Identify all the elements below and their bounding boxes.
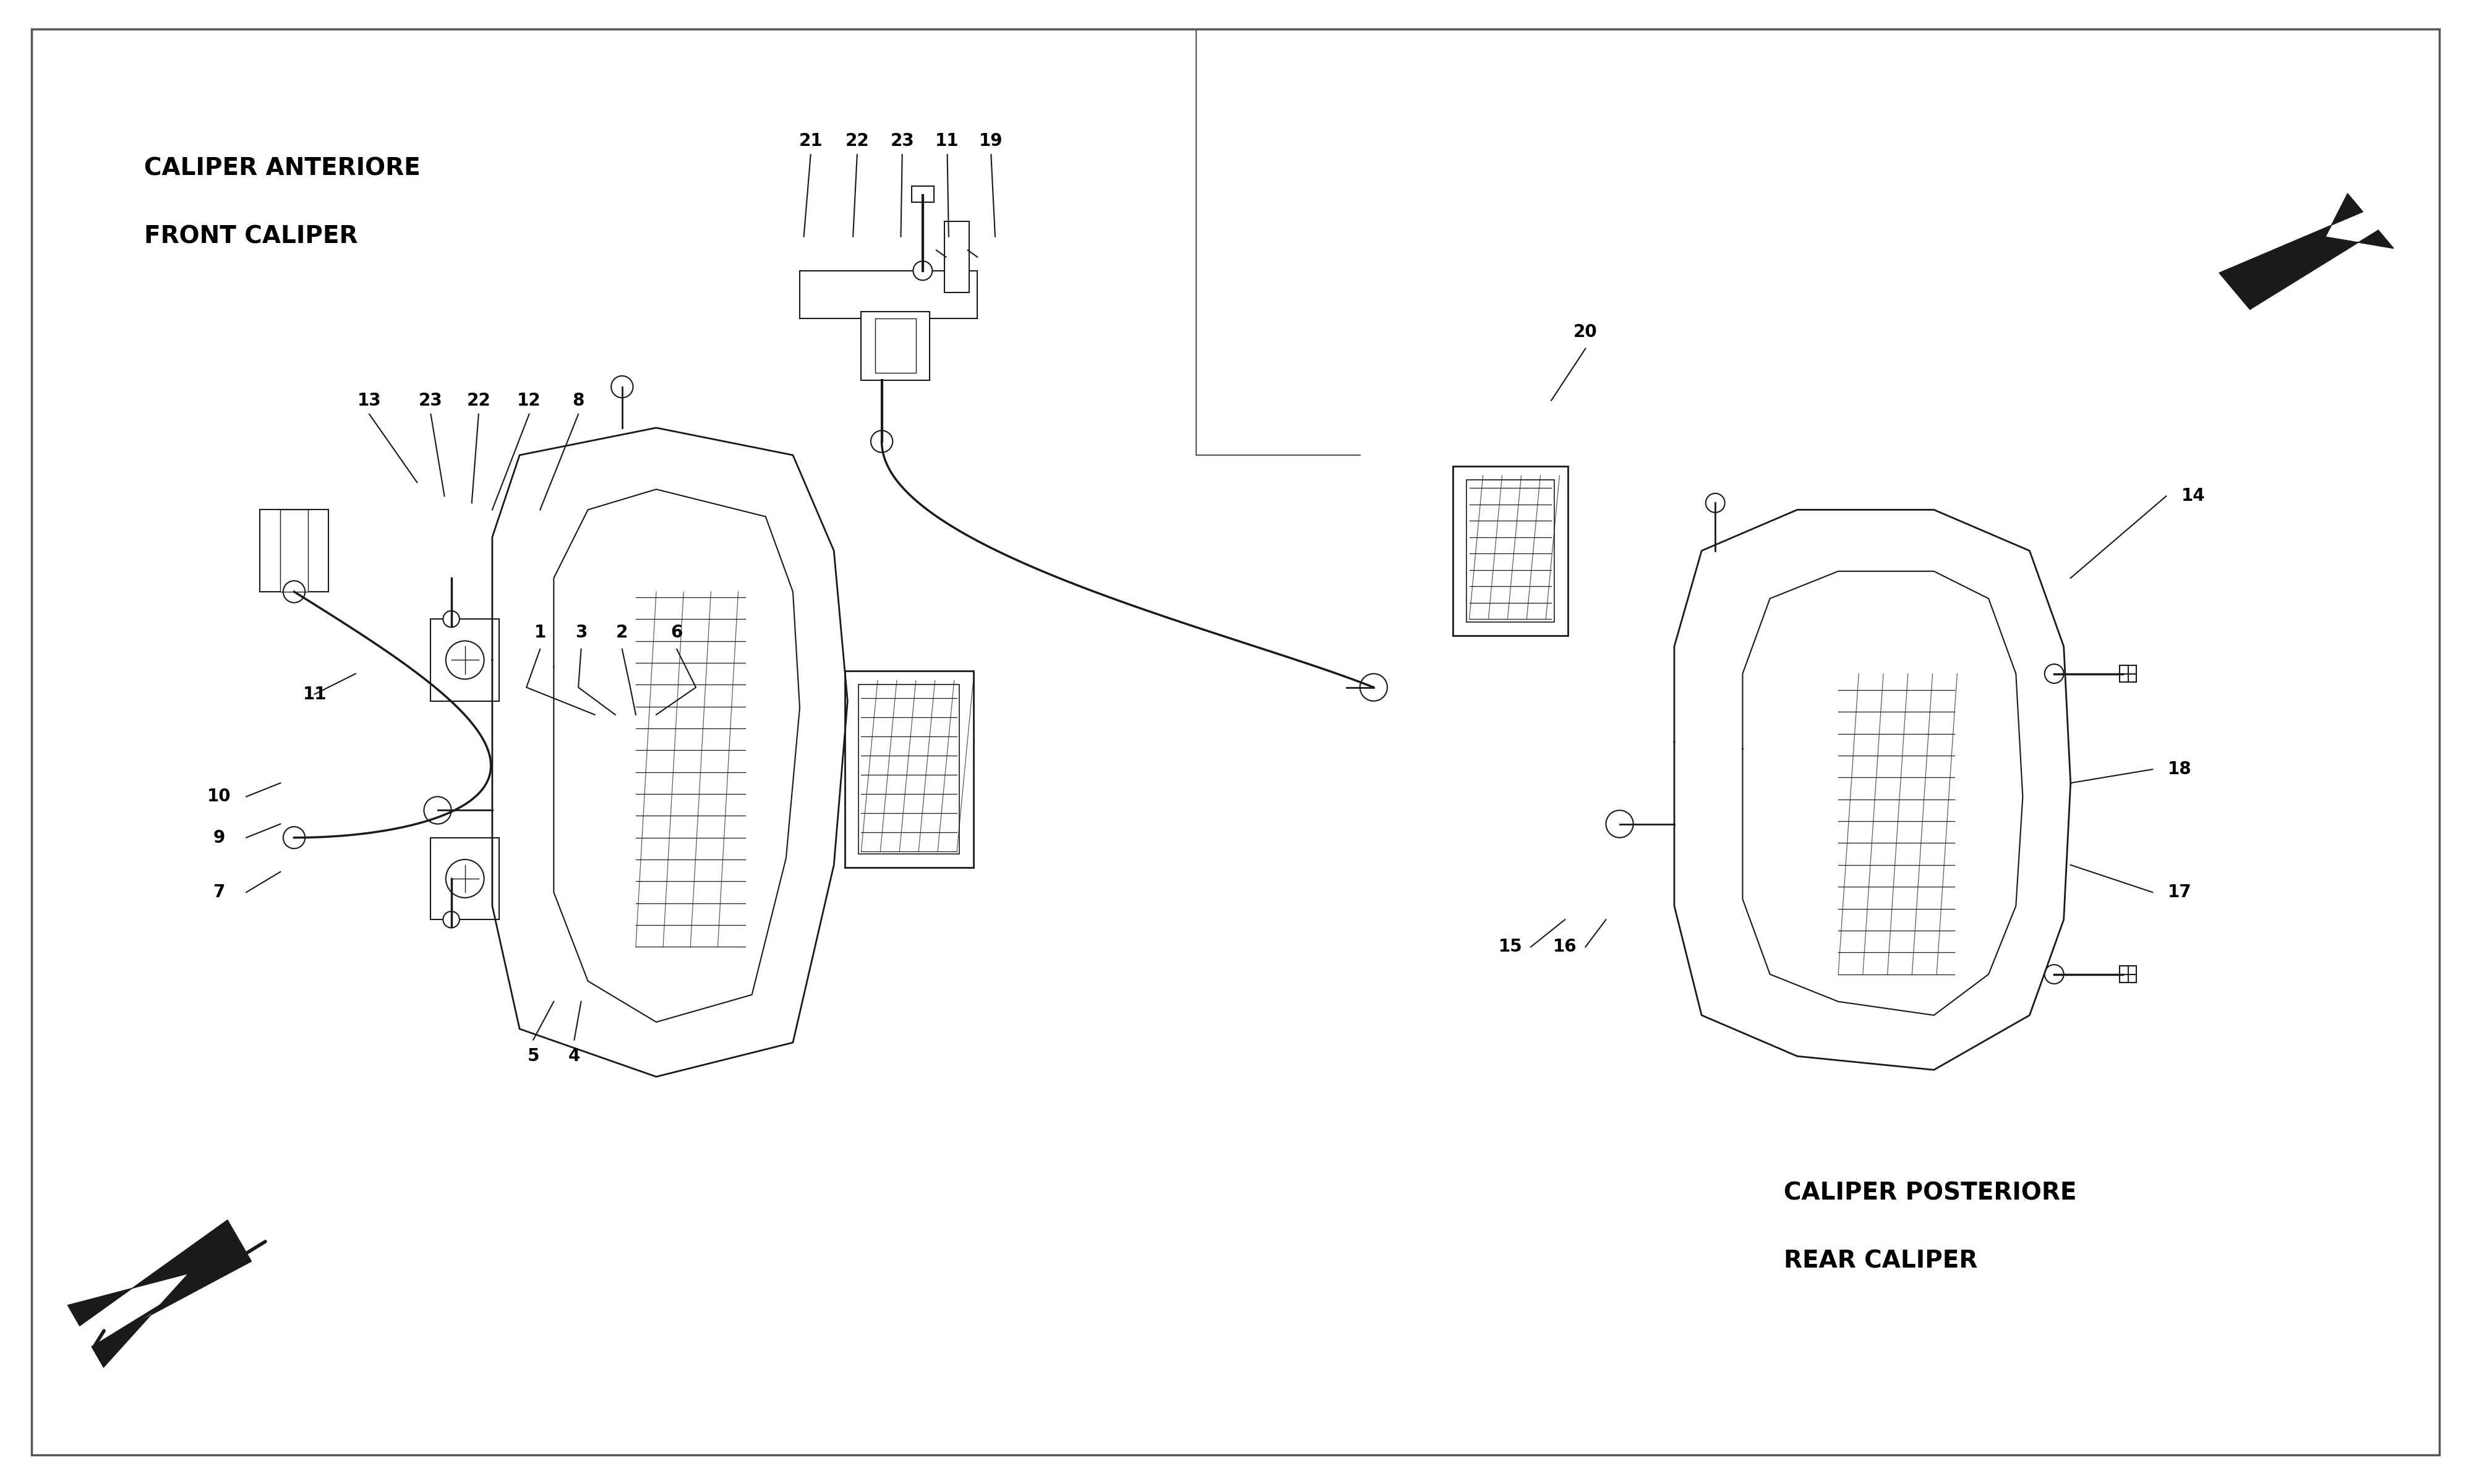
Text: 13: 13	[356, 392, 381, 410]
FancyBboxPatch shape	[861, 312, 930, 380]
Text: 22: 22	[846, 132, 868, 150]
Text: 18: 18	[2167, 761, 2192, 778]
Text: 22: 22	[468, 392, 490, 410]
Text: FRONT CALIPER: FRONT CALIPER	[143, 224, 359, 248]
Text: 10: 10	[208, 788, 230, 806]
Text: 11: 11	[935, 132, 960, 150]
Text: 23: 23	[418, 392, 443, 410]
Text: 8: 8	[571, 392, 584, 410]
Text: REAR CALIPER: REAR CALIPER	[1784, 1250, 1977, 1273]
FancyBboxPatch shape	[2120, 966, 2135, 982]
Polygon shape	[2219, 193, 2395, 310]
FancyBboxPatch shape	[1452, 466, 1569, 635]
Circle shape	[2044, 965, 2063, 984]
FancyBboxPatch shape	[430, 619, 500, 700]
Text: 11: 11	[302, 686, 327, 703]
Text: 17: 17	[2167, 883, 2192, 901]
Text: 3: 3	[574, 625, 586, 641]
FancyBboxPatch shape	[945, 221, 970, 292]
Text: 6: 6	[670, 625, 683, 641]
Text: 15: 15	[1499, 938, 1522, 956]
Text: 7: 7	[213, 883, 225, 901]
Circle shape	[913, 261, 933, 280]
FancyBboxPatch shape	[260, 510, 329, 592]
Text: 12: 12	[517, 392, 542, 410]
Text: 14: 14	[2182, 487, 2204, 505]
FancyBboxPatch shape	[2120, 665, 2135, 681]
Text: 5: 5	[527, 1048, 539, 1066]
Text: 23: 23	[891, 132, 915, 150]
FancyBboxPatch shape	[876, 319, 915, 372]
FancyBboxPatch shape	[799, 270, 977, 319]
Text: CALIPER POSTERIORE: CALIPER POSTERIORE	[1784, 1181, 2076, 1205]
FancyBboxPatch shape	[280, 510, 307, 592]
FancyBboxPatch shape	[430, 837, 500, 920]
Text: 1: 1	[534, 625, 547, 641]
Text: 2: 2	[616, 625, 628, 641]
Circle shape	[443, 611, 460, 628]
Text: 19: 19	[980, 132, 1002, 150]
Text: 21: 21	[799, 132, 821, 150]
Text: CALIPER ANTERIORE: CALIPER ANTERIORE	[143, 156, 421, 180]
Text: 16: 16	[1554, 938, 1576, 956]
Text: 20: 20	[1573, 324, 1598, 341]
FancyBboxPatch shape	[844, 671, 972, 868]
Polygon shape	[67, 1220, 252, 1367]
Circle shape	[443, 911, 460, 927]
FancyBboxPatch shape	[913, 186, 933, 202]
Circle shape	[2044, 665, 2063, 683]
Text: 4: 4	[569, 1048, 581, 1066]
Text: 9: 9	[213, 830, 225, 846]
